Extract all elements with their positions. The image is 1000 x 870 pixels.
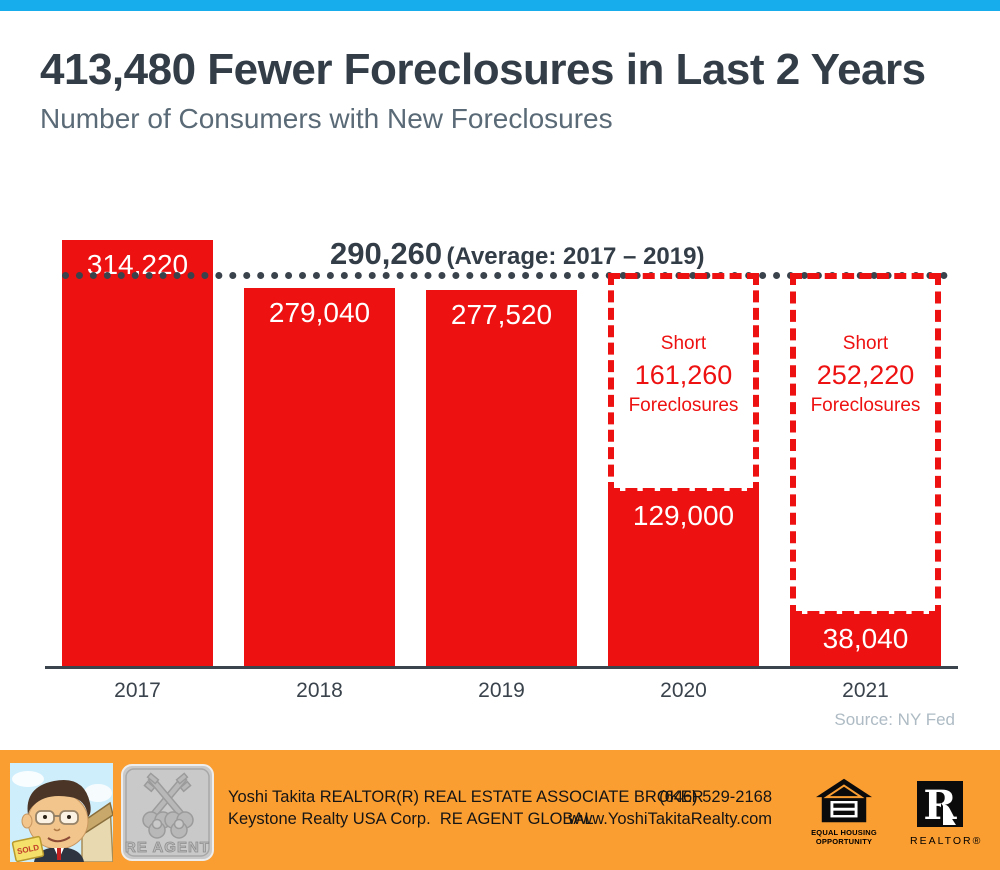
contact-phone: (646) 529-2168 <box>659 788 772 806</box>
shortfall-word-short: Short <box>842 333 889 354</box>
average-note: (Average: 2017 – 2019) <box>446 243 705 270</box>
page-title: 413,480 Fewer Foreclosures in Last 2 Yea… <box>40 45 926 94</box>
shortfall-amount: 252,220 <box>816 359 915 390</box>
reagent-logo-text: RE AGENT <box>125 839 210 856</box>
shortfall-box-2021: Short 252,220 Foreclosures <box>790 273 941 617</box>
average-value: 290,260 <box>330 236 443 271</box>
agent-info-line1: Yoshi Takita REALTOR(R) REAL ESTATE ASSO… <box>228 788 704 806</box>
top-accent-bar <box>0 0 1000 11</box>
foreclosures-bar-chart: 314,220 279,040 277,520 129,000 38,040 2… <box>45 236 958 729</box>
footer-banner: SOLD RE AGENT Yoshi Takita REAL <box>0 750 1000 870</box>
x-tick-2021: 2021 <box>842 679 889 702</box>
bar-2018: 279,040 <box>244 288 395 666</box>
agent-info-line2: Keystone Realty USA Corp. RE AGENT GLOBA… <box>228 809 594 828</box>
x-tick-2019: 2019 <box>478 679 525 702</box>
source-note: Source: NY Fed <box>834 710 955 729</box>
x-axis-line <box>45 666 958 669</box>
bar-2021: 38,040 <box>790 614 941 666</box>
agent-info: Yoshi Takita REALTOR(R) REAL ESTATE ASSO… <box>228 787 704 831</box>
realtor-logo: R REALTOR® <box>910 781 983 847</box>
shortfall-word-foreclosures: Foreclosures <box>628 395 739 417</box>
shortfall-word-short: Short <box>660 333 707 354</box>
shortfall-amount: 161,260 <box>634 359 733 390</box>
realtor-wordmark: REALTOR® <box>910 835 983 847</box>
shortfall-text: Short 161,260 Foreclosures <box>614 331 753 419</box>
x-tick-2020: 2020 <box>660 679 707 702</box>
bar-value-label: 279,040 <box>268 297 371 328</box>
eho-text-line2: OPPORTUNITY <box>815 836 873 846</box>
bar-value-label: 277,520 <box>450 299 553 330</box>
contact-info: (646) 529-2168 www.YoshiTakitaRealty.com <box>560 787 772 831</box>
bar-value-label: 129,000 <box>632 500 735 531</box>
agent-caricature-photo: SOLD <box>10 763 113 862</box>
average-dotted-line <box>62 272 948 279</box>
reagent-crossed-keys-logo: RE AGENT <box>121 764 214 861</box>
realtor-r-icon: R <box>917 781 963 829</box>
shortfall-box-2020: Short 161,260 Foreclosures <box>608 273 759 494</box>
shortfall-word-foreclosures: Foreclosures <box>810 395 921 417</box>
x-tick-2017: 2017 <box>114 679 161 702</box>
equal-housing-logo: EQUAL HOUSING OPPORTUNITY <box>811 778 877 846</box>
contact-website: www.YoshiTakitaRealty.com <box>568 809 772 828</box>
bar-2019: 277,520 <box>426 290 577 666</box>
bar-value-label: 38,040 <box>822 623 909 654</box>
x-tick-2018: 2018 <box>296 679 343 702</box>
shortfall-text: Short 252,220 Foreclosures <box>796 331 935 419</box>
bar-2020: 129,000 <box>608 491 759 666</box>
eho-text-line1: EQUAL HOUSING <box>811 828 877 837</box>
bar-2017: 314,220 <box>62 240 213 666</box>
equal-housing-house-icon <box>815 778 873 823</box>
page-subtitle: Number of Consumers with New Foreclosure… <box>40 103 613 134</box>
average-line-label: 290,260 (Average: 2017 – 2019) <box>330 236 704 272</box>
